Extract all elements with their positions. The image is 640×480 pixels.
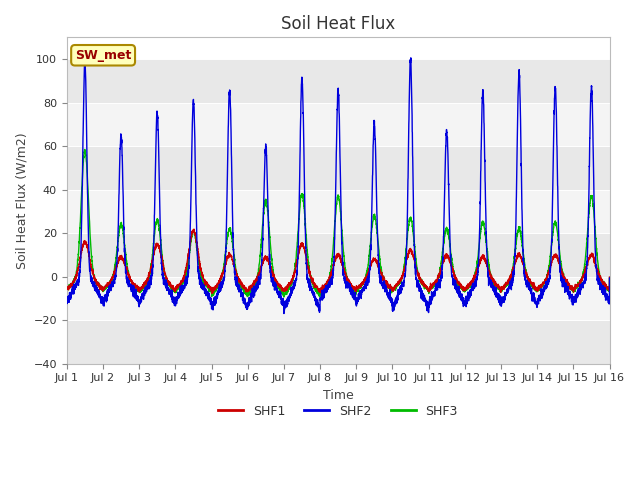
Legend: SHF1, SHF2, SHF3: SHF1, SHF2, SHF3 (213, 400, 463, 423)
SHF2 (318, 288, 326, 293)
SHF3 (491, 281, 499, 287)
SHF1 (190, 226, 198, 232)
SHF1 (161, 269, 168, 275)
SHF2 (605, 300, 613, 306)
SHF2 (605, 275, 613, 281)
SHF1 (430, 280, 438, 286)
SHF3 (161, 269, 168, 275)
Bar (67, 276, 609, 320)
Line: SHF2: SHF2 (67, 58, 609, 313)
SHF1 (318, 287, 326, 292)
X-axis label: Time: Time (323, 389, 353, 402)
Title: Soil Heat Flux: Soil Heat Flux (281, 15, 396, 33)
SHF2 (161, 277, 168, 283)
SHF2 (280, 311, 288, 316)
SHF3 (81, 146, 88, 152)
SHF2 (460, 300, 468, 306)
SHF3 (280, 294, 288, 300)
SHF1 (63, 286, 70, 292)
SHF1 (491, 283, 499, 288)
SHF1 (605, 274, 613, 280)
Line: SHF3: SHF3 (67, 149, 609, 297)
Bar (67, 103, 609, 146)
SHF3 (63, 285, 70, 290)
Bar (67, 59, 609, 103)
SHF3 (605, 275, 613, 281)
SHF1 (209, 290, 216, 296)
SHF2 (407, 55, 415, 61)
SHF2 (491, 291, 499, 297)
Text: SW_met: SW_met (75, 49, 131, 62)
Bar (67, 190, 609, 233)
Line: SHF1: SHF1 (67, 229, 609, 293)
SHF3 (318, 288, 326, 294)
Y-axis label: Soil Heat Flux (W/m2): Soil Heat Flux (W/m2) (15, 132, 28, 269)
Bar (67, 146, 609, 190)
SHF3 (605, 288, 613, 294)
SHF2 (430, 292, 438, 298)
SHF2 (63, 299, 70, 305)
Bar (67, 320, 609, 364)
SHF1 (460, 286, 468, 292)
SHF3 (430, 284, 438, 289)
SHF3 (460, 287, 468, 292)
Bar (67, 233, 609, 276)
SHF1 (605, 285, 613, 290)
